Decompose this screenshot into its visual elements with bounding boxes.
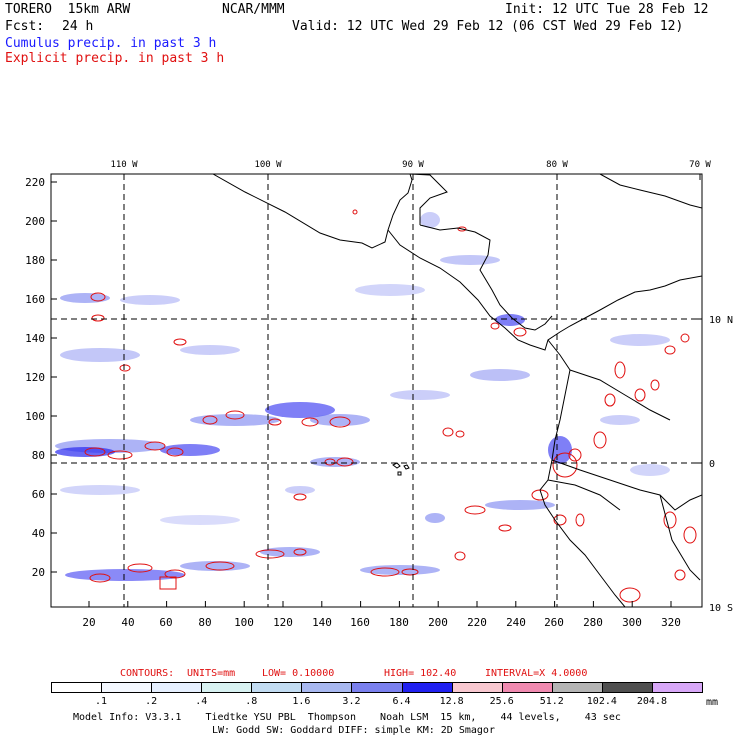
left-axis-labels: 220 200 180 160 140 120 100 80 60 40 20 bbox=[25, 176, 45, 579]
bottom-tick-label: 100 bbox=[234, 616, 254, 629]
left-tick-label: 160 bbox=[25, 293, 45, 306]
left-tick-label: 40 bbox=[32, 527, 45, 540]
bottom-tick-label: 140 bbox=[312, 616, 332, 629]
colorbar-label: 51.2 bbox=[539, 696, 564, 707]
colorbar-swatch bbox=[251, 682, 303, 693]
colorbar-swatch bbox=[601, 682, 653, 693]
bottom-tick-label: 40 bbox=[121, 616, 134, 629]
contour-label: CONTOURS: bbox=[120, 668, 175, 679]
colorbar-swatch bbox=[101, 682, 153, 693]
left-tick-label: 180 bbox=[25, 254, 45, 267]
colorbar-swatch bbox=[551, 682, 603, 693]
colorbar-label: 12.8 bbox=[439, 696, 464, 707]
left-tick-label: 120 bbox=[25, 371, 45, 384]
top-tick-label: 90 W bbox=[402, 160, 424, 170]
bottom-tick-label: 200 bbox=[428, 616, 448, 629]
legend-cumulus: Cumulus precip. in past 3 h bbox=[5, 36, 217, 51]
org-label: NCAR/MMM bbox=[222, 2, 285, 17]
contour-high: HIGH= 102.40 bbox=[384, 668, 457, 679]
left-tick-label: 60 bbox=[32, 488, 45, 501]
right-tick-label: 10 S bbox=[709, 603, 733, 614]
legend-explicit: Explicit precip. in past 3 h bbox=[5, 51, 225, 66]
left-tick-label: 140 bbox=[25, 332, 45, 345]
colorbar-swatch bbox=[501, 682, 553, 693]
model-title: TORERO 15km ARW bbox=[5, 2, 131, 17]
colorbar-label: 204.8 bbox=[636, 696, 667, 707]
right-tick-label: 10 N bbox=[709, 315, 733, 326]
bottom-tick-label: 20 bbox=[82, 616, 95, 629]
colorbar-label: 6.4 bbox=[392, 696, 411, 707]
top-tick-label: 110 W bbox=[110, 160, 138, 170]
graticule bbox=[51, 174, 702, 607]
right-tick-label: 0 bbox=[709, 459, 715, 470]
axis-tick-marks bbox=[51, 174, 702, 608]
init-time: Init: 12 UTC Tue 28 Feb 12 bbox=[505, 2, 709, 17]
right-axis-labels: 10 N 0 10 S bbox=[709, 315, 733, 614]
left-tick-label: 220 bbox=[25, 176, 45, 189]
contour-interval: INTERVAL=X 4.0000 bbox=[485, 668, 588, 679]
colorbar-label: 3.2 bbox=[342, 696, 361, 707]
bottom-tick-label: 120 bbox=[273, 616, 293, 629]
colorbar-swatch bbox=[151, 682, 203, 693]
bottom-tick-label: 300 bbox=[622, 616, 642, 629]
colorbar-label: 102.4 bbox=[586, 696, 617, 707]
top-tick-label: 80 W bbox=[546, 160, 568, 170]
bottom-tick-label: 240 bbox=[506, 616, 526, 629]
colorbar-swatch bbox=[201, 682, 253, 693]
contour-units: UNITS=mm bbox=[187, 668, 236, 679]
fcst-label: Fcst: bbox=[5, 19, 45, 34]
model-physics: LW: Godd SW: Goddard DIFF: simple KM: 2D… bbox=[212, 725, 495, 736]
left-tick-label: 200 bbox=[25, 215, 45, 228]
bottom-tick-label: 280 bbox=[583, 616, 603, 629]
bottom-axis-labels: 20 40 60 80 100 120 140 160 180 200 220 … bbox=[82, 616, 681, 629]
colorbar-label: .8 bbox=[245, 696, 258, 707]
colorbar-swatch bbox=[451, 682, 503, 693]
colorbar-swatch bbox=[51, 682, 103, 693]
left-tick-label: 100 bbox=[25, 410, 45, 423]
valid-time: Valid: 12 UTC Wed 29 Feb 12 (06 CST Wed … bbox=[292, 19, 684, 34]
left-tick-label: 20 bbox=[32, 566, 45, 579]
left-tick-label: 80 bbox=[32, 449, 45, 462]
bottom-tick-label: 320 bbox=[661, 616, 681, 629]
map-frame bbox=[50, 173, 703, 608]
bottom-tick-label: 160 bbox=[350, 616, 370, 629]
colorbar-label: 25.6 bbox=[489, 696, 514, 707]
colorbar-label: .2 bbox=[145, 696, 158, 707]
bottom-tick-label: 260 bbox=[544, 616, 564, 629]
bottom-tick-label: 80 bbox=[198, 616, 211, 629]
colorbar-swatch bbox=[651, 682, 703, 693]
coastlines bbox=[212, 174, 702, 607]
colorbar-label: .4 bbox=[195, 696, 208, 707]
fcst-hours: 24 h bbox=[62, 19, 94, 34]
model-info: Model Info: V3.3.1 Tiedtke YSU PBL Thomp… bbox=[73, 712, 621, 723]
colorbar-swatch bbox=[351, 682, 403, 693]
colorbar-unit: mm bbox=[706, 697, 719, 708]
colorbar-label: .1 bbox=[95, 696, 108, 707]
explicit-precip-contours bbox=[84, 209, 697, 603]
bottom-tick-label: 60 bbox=[159, 616, 172, 629]
bottom-tick-label: 180 bbox=[389, 616, 409, 629]
top-axis-labels: 110 W 100 W 90 W 80 W 70 W bbox=[110, 160, 711, 170]
colorbar-swatch bbox=[301, 682, 353, 693]
contour-low: LOW= 0.10000 bbox=[262, 668, 335, 679]
colorbar-swatch bbox=[401, 682, 453, 693]
top-tick-label: 70 W bbox=[689, 160, 711, 170]
top-tick-label: 100 W bbox=[254, 160, 282, 170]
bottom-tick-label: 220 bbox=[467, 616, 487, 629]
colorbar-label: 1.6 bbox=[292, 696, 311, 707]
